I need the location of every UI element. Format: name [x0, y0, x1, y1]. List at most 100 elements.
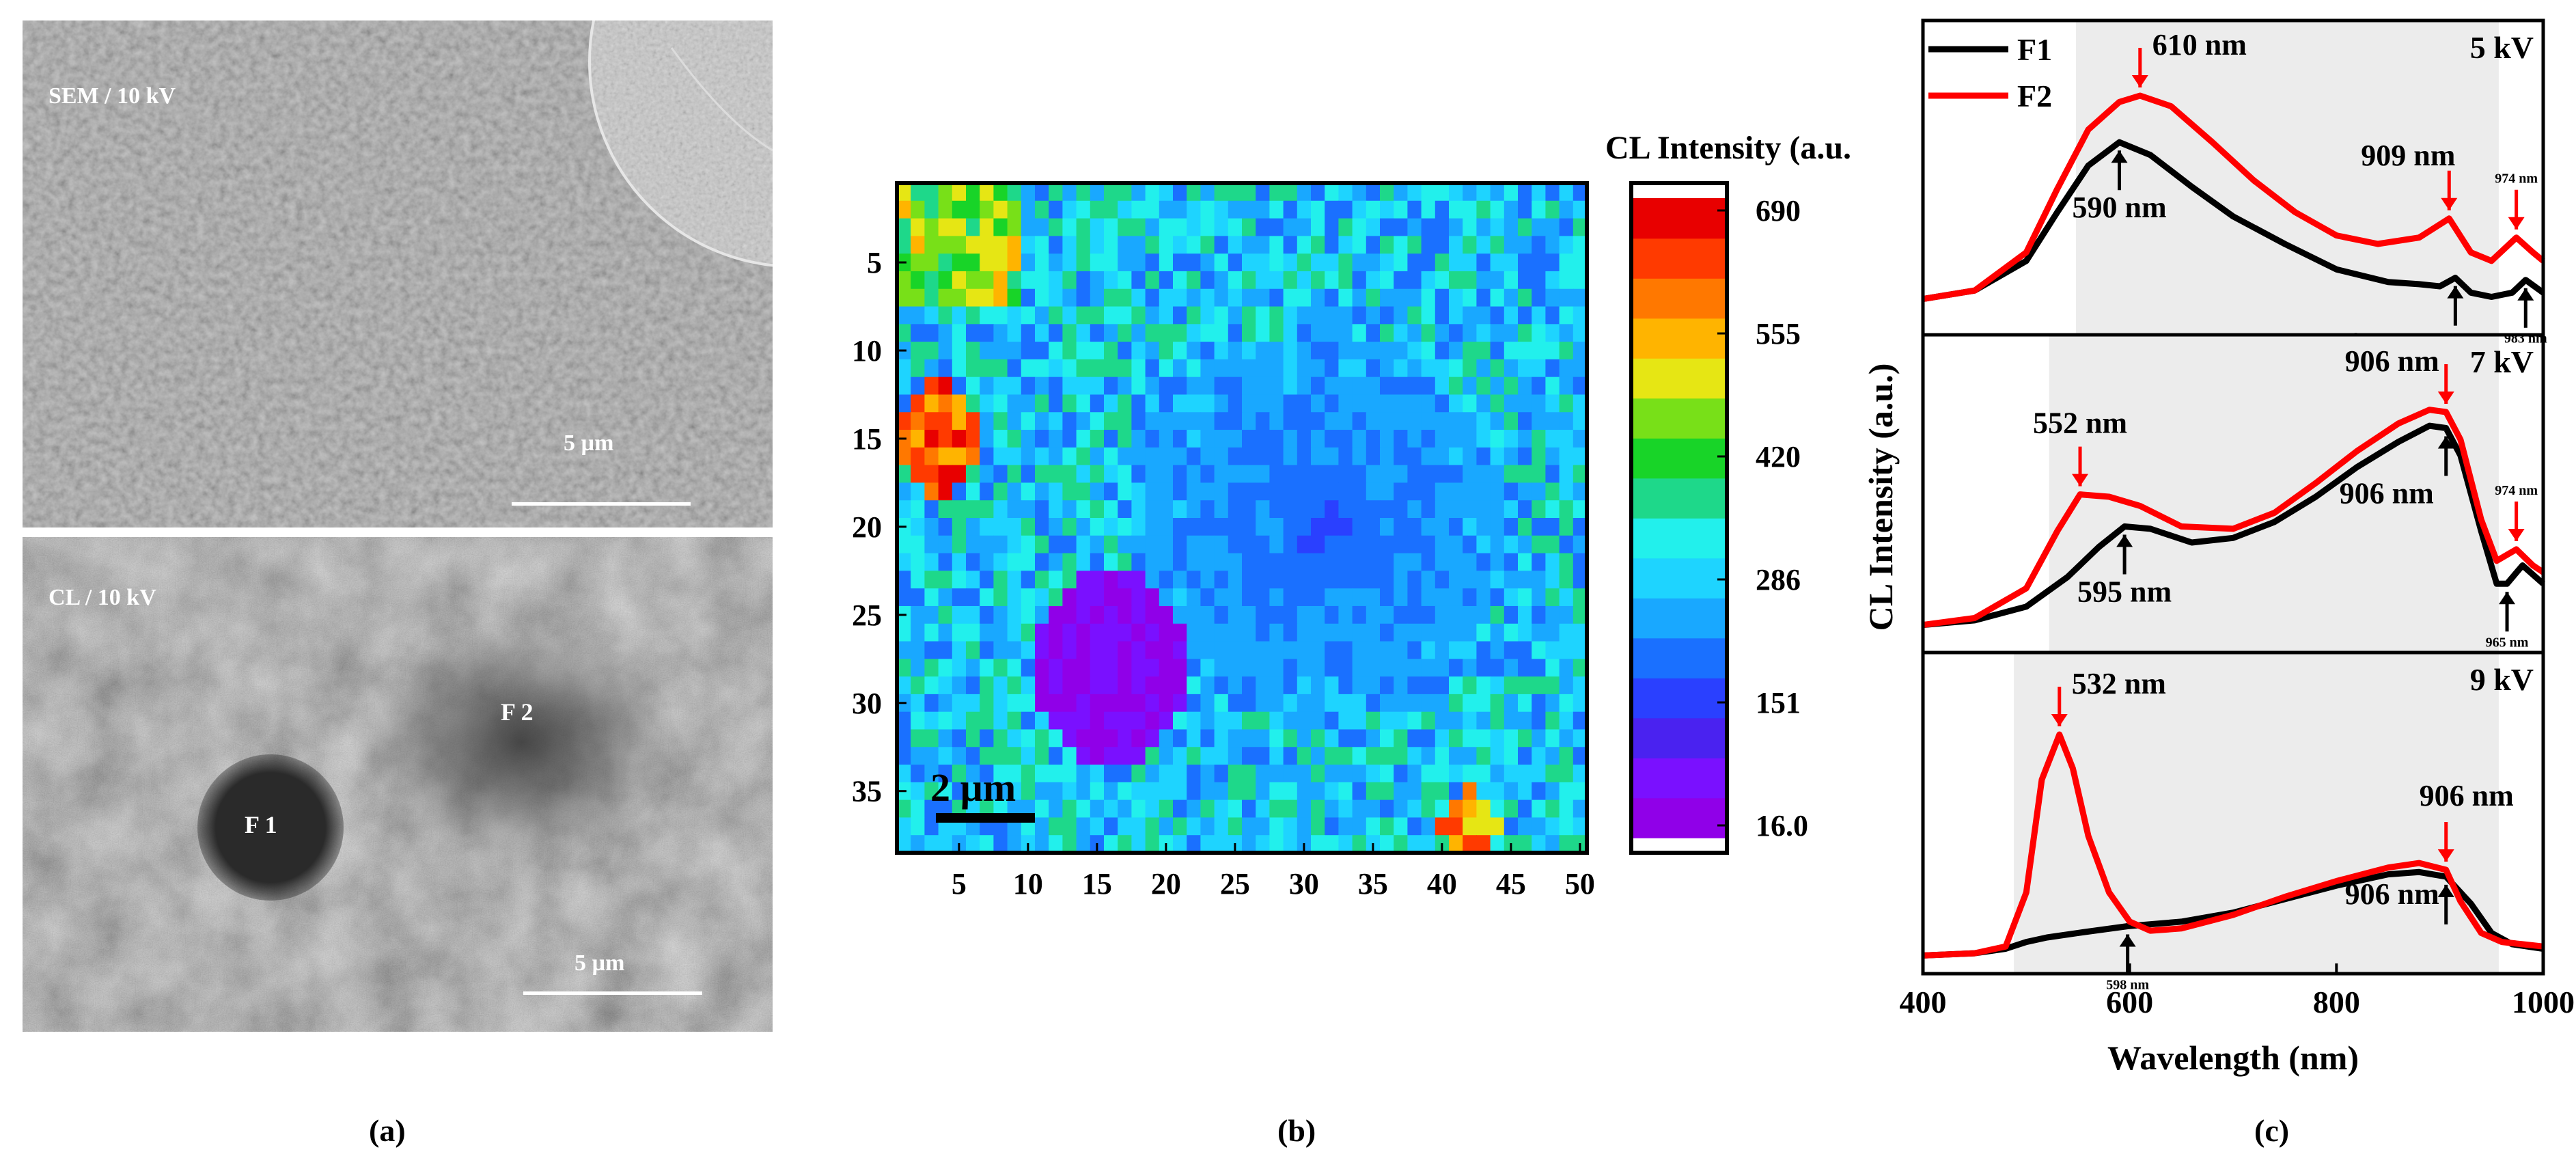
- heatmap-cell: [1173, 288, 1187, 307]
- heatmap-cell: [1559, 588, 1574, 607]
- heatmap-cell: [1532, 623, 1546, 642]
- heatmap-cell: [1200, 641, 1215, 659]
- heatmap-cell: [1159, 641, 1174, 659]
- heatmap-cell: [1435, 571, 1450, 589]
- heatmap-cell: [924, 500, 939, 519]
- heatmap-cell: [1256, 271, 1270, 290]
- heatmap-cell: [1200, 659, 1215, 677]
- heatmap-cell: [1325, 694, 1339, 713]
- heatmap-cell: [911, 711, 925, 730]
- heatmap-cell: [1214, 676, 1229, 695]
- heatmap-cell: [1490, 817, 1505, 836]
- heatmap-cell: [1338, 535, 1353, 554]
- heatmap-cell: [1504, 394, 1519, 413]
- heatmap-cell: [1076, 694, 1091, 713]
- heatmap-cell: [1380, 218, 1394, 236]
- heatmap-cell: [1269, 200, 1284, 219]
- heatmap-cell: [1394, 641, 1408, 659]
- heatmap-cell: [1476, 306, 1491, 325]
- heatmap-cell: [1297, 799, 1312, 819]
- heatmap-cell: [1573, 500, 1588, 519]
- heatmap-cell: [1394, 359, 1408, 378]
- heatmap-cell: [911, 500, 925, 519]
- heatmap-cell: [980, 694, 994, 713]
- heatmap-cell: [1104, 571, 1118, 589]
- heatmap-cell: [1407, 236, 1422, 254]
- heatmap-cell: [1380, 465, 1394, 484]
- heatmap-cell: [1380, 623, 1394, 642]
- heatmap-cell: [1407, 376, 1422, 396]
- heatmap-cell: [1228, 729, 1243, 748]
- heatmap-cell: [1518, 324, 1532, 342]
- heatmap-cell: [1104, 288, 1118, 307]
- heatmap-cell: [1007, 376, 1022, 396]
- heatmap-cell: [1104, 605, 1118, 625]
- spectra-annotation-label: 906 nm: [2345, 877, 2439, 911]
- heatmap-cell: [1049, 659, 1063, 677]
- heatmap-cell: [1062, 430, 1077, 448]
- heatmap-cell: [924, 324, 939, 342]
- heatmap-cell: [980, 765, 994, 783]
- heatmap-cell: [1559, 465, 1574, 484]
- heatmap-cell: [1007, 288, 1022, 307]
- heatmap-cell: [1104, 482, 1118, 501]
- heatmap-cell: [1200, 376, 1215, 396]
- heatmap-cell: [1325, 183, 1339, 202]
- heatmap-cell: [1090, 430, 1105, 448]
- heatmap-cell: [966, 553, 980, 571]
- heatmap-cell: [1104, 253, 1118, 272]
- heatmap-cell: [1256, 324, 1270, 342]
- heatmap-cell: [1062, 711, 1077, 730]
- heatmap-cell: [1145, 571, 1160, 589]
- heatmap-cell: [1435, 271, 1450, 290]
- heatmap-cell: [1325, 535, 1339, 554]
- heatmap-cell: [1187, 676, 1201, 695]
- heatmap-cell: [1283, 641, 1298, 659]
- heatmap-cell: [897, 394, 911, 413]
- heatmap-cell: [1021, 500, 1036, 519]
- heatmap-cell: [993, 518, 1008, 536]
- heatmap-cell: [911, 535, 925, 554]
- heatmap-cell: [1214, 500, 1229, 519]
- heatmap-cell: [1435, 694, 1450, 713]
- heatmap-cell: [1283, 218, 1298, 236]
- heatmap-cell: [1325, 271, 1339, 290]
- heatmap-x-tick-label: 30: [1289, 867, 1319, 901]
- heatmap-cell: [1214, 694, 1229, 713]
- heatmap-cell: [1518, 571, 1532, 589]
- cl-dark-spot-f1: [197, 754, 344, 901]
- heatmap-cell: [1325, 641, 1339, 659]
- heatmap-cell: [1062, 659, 1077, 677]
- heatmap-cell: [1269, 183, 1284, 202]
- heatmap-cell: [1518, 535, 1532, 554]
- heatmap-cell: [1476, 799, 1491, 819]
- heatmap-cell: [1325, 835, 1339, 853]
- heatmap-cell: [1173, 817, 1187, 836]
- heatmap-cell: [1228, 605, 1243, 625]
- heatmap-cell: [1532, 306, 1546, 325]
- heatmap-cell: [1559, 482, 1574, 501]
- heatmap-cell: [1021, 342, 1036, 360]
- cl-feature-f2: F 2: [501, 698, 534, 726]
- heatmap-cell: [1297, 694, 1312, 713]
- heatmap-cell: [1518, 253, 1532, 272]
- heatmap-cell: [1062, 747, 1077, 765]
- heatmap-cell: [1214, 306, 1229, 325]
- heatmap-cell: [1035, 288, 1049, 307]
- heatmap-cell: [1311, 518, 1325, 536]
- heatmap-cell: [966, 571, 980, 589]
- heatmap-cell: [1187, 200, 1201, 219]
- heatmap-cell: [1145, 711, 1160, 730]
- heatmap-cell: [1076, 288, 1091, 307]
- heatmap-cell: [1187, 465, 1201, 484]
- heatmap-cell: [1532, 271, 1546, 290]
- heatmap-cell: [1228, 482, 1243, 501]
- heatmap-cell: [897, 765, 911, 783]
- heatmap-cell: [911, 518, 925, 536]
- heatmap-cell: [1131, 835, 1146, 853]
- heatmap-y-tick-label: 20: [852, 510, 882, 544]
- heatmap-cell: [1532, 200, 1546, 219]
- heatmap-cell: [1421, 359, 1436, 378]
- heatmap-cell: [1062, 676, 1077, 695]
- heatmap-cell: [1076, 641, 1091, 659]
